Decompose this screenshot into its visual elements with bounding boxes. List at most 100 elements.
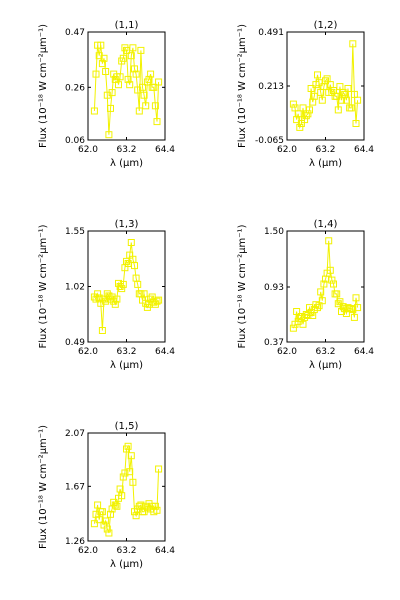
data-point (129, 44, 137, 52)
y-tick-label: 0.06 (65, 136, 85, 146)
panel-title: (1,1) (115, 20, 139, 31)
data-point (342, 96, 350, 104)
y-tick-label: 0.47 (65, 28, 85, 38)
data-point (328, 276, 336, 284)
data-point (142, 102, 150, 110)
data-point (299, 320, 307, 328)
panel-title: (1,2) (314, 20, 338, 31)
x-axis-label: λ (μm) (110, 360, 143, 371)
data-point (347, 104, 355, 112)
x-axis-label: λ (μm) (110, 158, 143, 169)
x-tick-label: 63.2 (315, 145, 335, 155)
y-tick-label: -0.065 (255, 136, 284, 146)
y-tick-label: 0.26 (65, 83, 85, 93)
y-tick-label: 0.213 (258, 82, 284, 92)
x-tick-label: 62.0 (78, 546, 98, 556)
data-point (102, 68, 110, 75)
y-tick-label: 1.02 (65, 283, 85, 293)
data-point (124, 442, 132, 450)
data-point (111, 501, 119, 509)
data-point (155, 296, 163, 304)
data-point (118, 492, 126, 500)
panel-5: (1,5) 62.0 63.2 64.4 1.26 1.67 2.07 λ (μm) Flux … (38, 421, 175, 570)
data-point (132, 512, 140, 520)
data-point (111, 300, 119, 308)
data-point (90, 107, 98, 115)
data-point (334, 106, 342, 114)
x-tick-label: 63.2 (116, 546, 136, 556)
data-point (339, 88, 347, 96)
data-point (90, 520, 98, 528)
data-point (127, 52, 135, 60)
data-point (310, 92, 318, 100)
data-point (131, 262, 138, 270)
data-point (349, 306, 357, 314)
data-point (322, 77, 329, 85)
data-point (352, 294, 360, 302)
data-point (153, 506, 161, 514)
x-tick-label: 62.0 (78, 347, 98, 357)
data-point (354, 304, 362, 312)
y-tick-label: 0.37 (264, 338, 284, 348)
series-line (93, 444, 160, 534)
data-point (119, 54, 127, 62)
data-point (294, 110, 302, 118)
y-tick-label: 2.07 (65, 429, 85, 439)
data-point (289, 100, 297, 108)
y-axis-label: Flux (10⁻¹⁸ W cm⁻²μm⁻¹) (38, 224, 49, 348)
data-point (127, 452, 135, 460)
data-point (330, 280, 337, 288)
x-axis-label: λ (μm) (110, 559, 143, 570)
data-point (119, 280, 127, 288)
y-tick-label: 0.491 (258, 28, 284, 38)
data-point (314, 304, 321, 312)
data-point (326, 266, 334, 274)
panel-title: (1,5) (115, 421, 139, 432)
data-point (304, 110, 312, 118)
panel-title: (1,3) (115, 219, 139, 230)
y-axis-label: Flux (10⁻¹⁸ W cm⁻²μm⁻¹) (38, 24, 49, 148)
data-point (139, 83, 146, 91)
data-point (155, 465, 163, 473)
data-point (349, 40, 357, 48)
data-point (118, 285, 126, 293)
data-point (115, 81, 122, 89)
data-point (124, 75, 132, 83)
x-tick-label: 63.2 (116, 347, 136, 357)
data-point (153, 297, 161, 305)
data-point (296, 123, 304, 131)
data-point (289, 324, 297, 332)
x-tick-label: 62.0 (78, 145, 98, 155)
data-point (102, 517, 110, 525)
data-point (137, 46, 145, 54)
x-axis-label: λ (μm) (309, 158, 342, 169)
data-point (145, 75, 153, 83)
y-axis-label: Flux (10⁻¹⁸ W cm⁻²μm⁻¹) (237, 224, 248, 348)
data-point (147, 70, 155, 78)
data-point (344, 85, 352, 92)
x-tick-label: 64.4 (155, 546, 175, 556)
y-tick-label: 1.55 (65, 227, 85, 237)
data-point (127, 239, 135, 246)
data-point (151, 102, 159, 110)
data-point (318, 96, 326, 104)
x-tick-label: 64.4 (155, 347, 175, 357)
x-tick-label: 63.2 (315, 347, 335, 357)
panel-2: (1,2) 62.0 63.2 64.4 -0.065 0.213 0.491 λ (μm) F… (237, 20, 374, 169)
data-point (119, 473, 127, 481)
data-point (293, 308, 301, 315)
panel-3: (1,3) 62.0 63.2 64.4 0.49 1.02 1.55 λ (μm) Flux … (38, 219, 175, 371)
data-point (116, 485, 124, 493)
data-point (107, 104, 114, 112)
data-point (135, 107, 143, 115)
series-line (292, 43, 359, 130)
data-point (103, 525, 111, 533)
data-point (113, 295, 121, 303)
data-point (325, 237, 333, 245)
data-point (140, 91, 148, 99)
data-point (121, 469, 129, 477)
data-point (350, 313, 358, 321)
data-point (132, 70, 140, 78)
data-point (98, 60, 106, 68)
data-point (140, 290, 148, 298)
